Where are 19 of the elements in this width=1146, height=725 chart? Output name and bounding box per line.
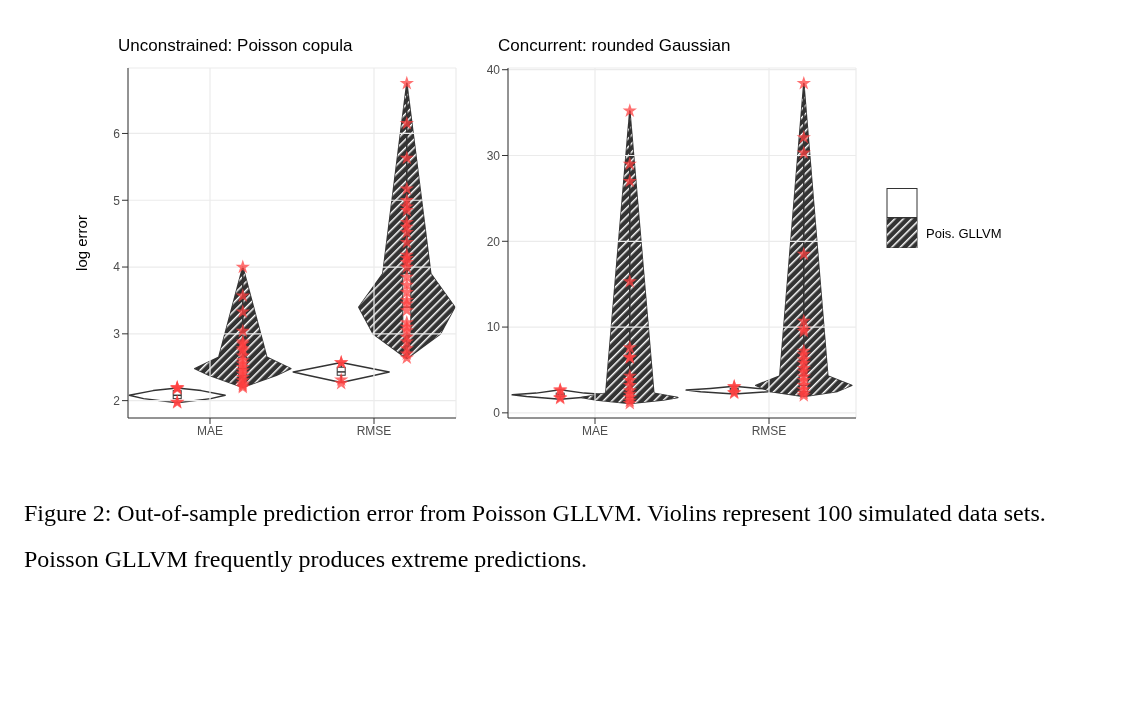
x-tick-label: RMSE <box>751 423 787 438</box>
chart-title: Concurrent: rounded Gaussian <box>498 36 732 57</box>
y-axis-title: log error <box>73 215 91 271</box>
x-tick-label: RMSE <box>356 423 392 438</box>
y-tick-label: 10 <box>486 320 501 335</box>
caption: Figure 2: Out-of-sample prediction error from Poisson GLLVM. Violins represent 100 simulated data sets. Poisson GLLVM frequently produces extreme predictions. <box>24 499 1047 574</box>
x-tick-label: MAE <box>196 423 224 438</box>
y-tick-label: 5 <box>113 193 121 208</box>
y-tick-label: 3 <box>113 327 121 342</box>
y-tick-label: 30 <box>486 148 501 163</box>
y-tick-label: 40 <box>486 62 501 77</box>
y-tick-label: 4 <box>113 260 121 275</box>
x-tick-label: MAE <box>581 423 609 438</box>
chart-title: Unconstrained: Poisson copula <box>118 36 354 57</box>
y-tick-label: 2 <box>113 393 121 408</box>
y-tick-label: 6 <box>113 126 121 141</box>
y-tick-label: 20 <box>486 234 501 249</box>
legend-label: Pois. GLLVM <box>926 225 1002 241</box>
y-tick-label: 0 <box>493 406 501 421</box>
